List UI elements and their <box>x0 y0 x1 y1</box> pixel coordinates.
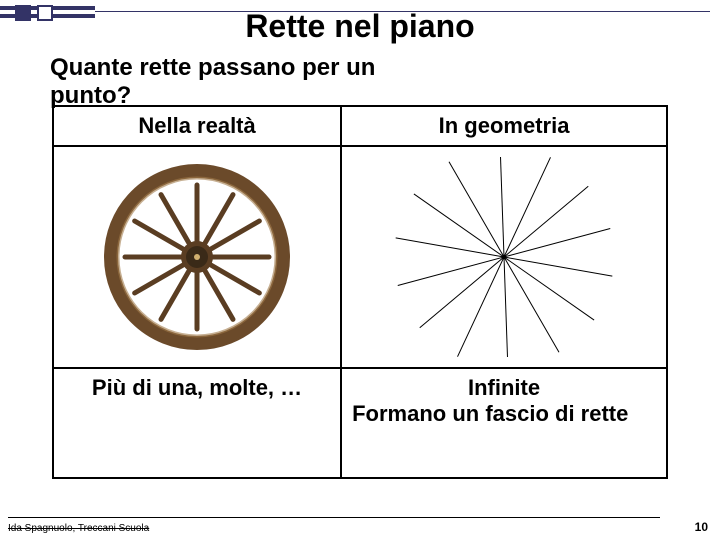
subtitle-line1: Quante rette passano per un <box>50 54 375 81</box>
answer-left: Più di una, molte, … <box>53 368 341 478</box>
cell-wheel <box>53 146 341 368</box>
comparison-table: Nella realtà In geometria Più di una, mo… <box>52 105 668 479</box>
header-right: In geometria <box>341 106 667 146</box>
page-number: 10 <box>695 520 708 534</box>
answer-right-line2: Formano un fascio di rette <box>352 401 656 427</box>
answer-right: Infinite Formano un fascio di rette <box>341 368 667 478</box>
answer-right-line1: Infinite <box>352 375 656 401</box>
cell-lines <box>341 146 667 368</box>
lines-diagram-icon <box>354 157 654 357</box>
answer-right-bold: fascio di rette <box>485 401 628 426</box>
footer-author: Ida Spagnuolo, Treccani Scuola <box>8 523 149 534</box>
slide-subtitle: Quante rette passano per un punto? <box>50 54 375 109</box>
answer-right-lead: Formano un <box>352 401 479 426</box>
answer-left-text: Più di una, molte, … <box>64 375 330 401</box>
footer-author-text: Ida Spagnuolo, Treccani Scuola <box>8 523 149 534</box>
bottom-rule <box>8 517 660 518</box>
header-left: Nella realtà <box>53 106 341 146</box>
slide-title: Rette nel piano <box>0 8 720 45</box>
wheel-icon <box>102 162 292 352</box>
